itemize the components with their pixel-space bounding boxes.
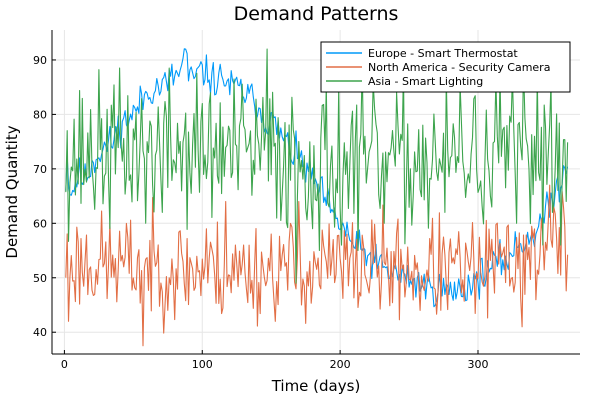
legend-label-3: Asia - Smart Lighting [368,75,483,88]
y-tick-label: 70 [33,163,47,176]
chart-title: Demand Patterns [234,3,399,25]
series-line-3 [65,48,569,284]
x-tick-label: 0 [61,358,68,371]
legend-label-1: Europe - Smart Thermostat [368,47,518,60]
y-tick-label: 40 [33,326,47,339]
series-layer [65,48,569,347]
y-tick-label: 80 [33,108,47,121]
x-axis-label: Time (days) [271,377,361,395]
legend-label-2: North America - Security Camera [368,61,550,74]
legend-box [320,41,571,93]
series-line-2 [65,184,569,347]
y-tick-label: 90 [33,54,47,67]
x-tick-label: 300 [467,358,488,371]
tick-layer: 0 100 200 300 40 50 60 70 80 90 [33,54,488,371]
x-tick-label: 200 [330,358,351,371]
x-tick-label: 100 [192,358,213,371]
y-tick-label: 50 [33,272,47,285]
y-tick-label: 60 [33,217,47,230]
y-axis-label: Demand Quantity [3,125,21,258]
